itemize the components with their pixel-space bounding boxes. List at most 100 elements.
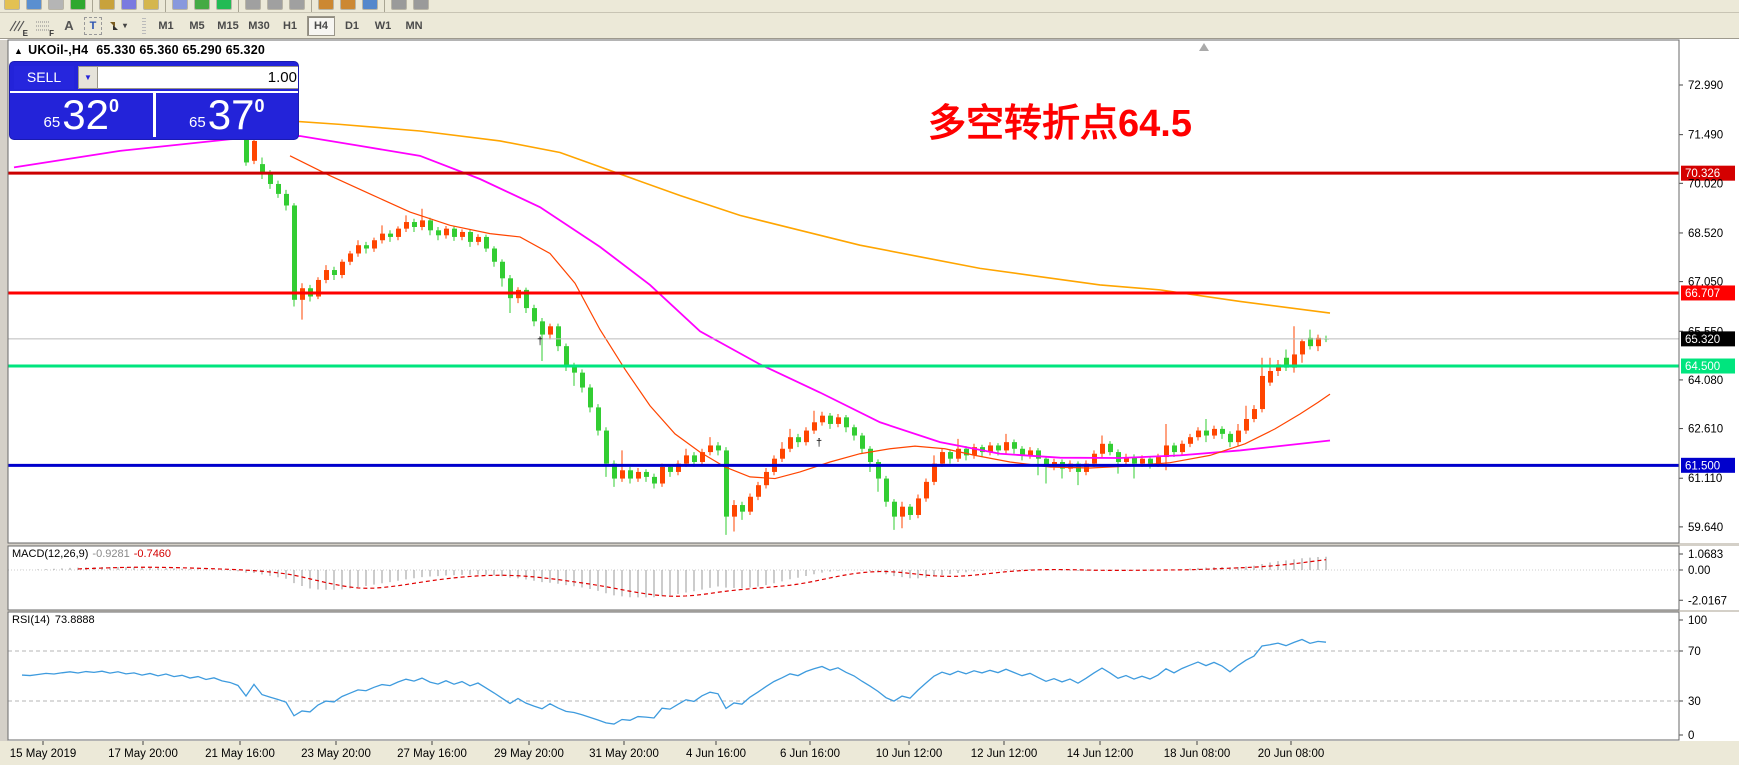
- volume-input[interactable]: [98, 65, 298, 89]
- time-tick-label: 21 May 16:00: [205, 748, 275, 760]
- timeframe-button-mn[interactable]: MN: [400, 16, 428, 36]
- chart-text-annotation: 多空转折点64.5: [928, 103, 1192, 145]
- candle-body: [652, 476, 657, 484]
- toolbar-icon-stub[interactable]: [4, 0, 20, 10]
- timeframe-button-d1[interactable]: D1: [338, 16, 366, 36]
- timeframe-button-h4[interactable]: H4: [307, 15, 335, 36]
- toolbar-icon-stub[interactable]: [99, 0, 115, 10]
- sell-button[interactable]: SELL: [14, 65, 74, 89]
- toolbar-icon-stub[interactable]: [70, 0, 86, 10]
- toolbar-icon-stub[interactable]: [121, 0, 137, 10]
- candle-body: [260, 164, 265, 175]
- candle-body: [732, 505, 737, 517]
- collapse-arrow-icon[interactable]: ▲: [14, 46, 24, 56]
- candle-body: [484, 236, 489, 249]
- candle-body: [1004, 442, 1009, 451]
- toolbar-icon-stub[interactable]: [143, 0, 159, 10]
- arrows-tool-caret-icon[interactable]: ▾: [122, 21, 127, 30]
- price-tag: [1681, 165, 1735, 181]
- candle-body: [812, 422, 817, 431]
- candle-body: [500, 261, 505, 279]
- timeframe-button-m15[interactable]: M15: [214, 16, 242, 36]
- sell-price-button[interactable]: 65 32 0: [10, 93, 156, 137]
- rsi-value: 73.8888: [54, 614, 95, 626]
- buy-price-button[interactable]: 65 37 0: [156, 93, 299, 137]
- candle-body: [692, 455, 697, 463]
- rsi-tick-label: 0: [1688, 730, 1694, 742]
- toolbar-icon-stub[interactable]: [340, 0, 356, 10]
- grid-fibo-tool-icon[interactable]: F: [32, 16, 54, 38]
- candle-body: [852, 427, 857, 436]
- macd-value-1: -0.9281: [92, 548, 130, 560]
- candle-body: [1140, 458, 1145, 464]
- toolbar-icon-stub[interactable]: [391, 0, 407, 10]
- text-label-tool-icon[interactable]: T: [84, 16, 102, 35]
- arrows-tool-icon[interactable]: ▾: [106, 16, 128, 36]
- candle-body: [828, 415, 833, 424]
- time-tick-label: 15 May 2019: [10, 748, 77, 760]
- candle-body: [412, 222, 417, 227]
- toolbar-icon-stub[interactable]: [289, 0, 305, 10]
- toolbar-icon-stub[interactable]: [413, 0, 429, 10]
- candle-body: [436, 230, 441, 236]
- toolbar-icon-stub[interactable]: [267, 0, 283, 10]
- time-axis-strip[interactable]: [0, 741, 1739, 765]
- timeframe-button-h1[interactable]: H1: [276, 16, 304, 36]
- candle-body: [1196, 430, 1201, 438]
- candle-body: [428, 220, 433, 231]
- candle-body: [252, 140, 257, 161]
- price-tag: [1681, 358, 1735, 374]
- candle-body: [1116, 452, 1121, 463]
- time-tick-label: 4 Jun 16:00: [686, 748, 746, 760]
- toolbar-icon-stub[interactable]: [245, 0, 261, 10]
- candle-body: [540, 321, 545, 335]
- toolbar-separator: [311, 0, 312, 12]
- volume-decrease-button[interactable]: ▼: [78, 65, 98, 89]
- timeframe-button-m5[interactable]: M5: [183, 16, 211, 36]
- toolbar-icon-stub[interactable]: [48, 0, 64, 10]
- toolbar-icon-stub[interactable]: [318, 0, 334, 10]
- candle-body: [1300, 341, 1305, 355]
- time-tick-label: 10 Jun 12:00: [876, 748, 943, 760]
- candle-body: [1188, 437, 1193, 444]
- toolbar-icon-stub[interactable]: [194, 0, 210, 10]
- candle-body: [556, 326, 561, 347]
- timeframe-button-w1[interactable]: W1: [369, 16, 397, 36]
- candle-body: [620, 470, 625, 479]
- candle-body: [1028, 450, 1033, 456]
- candle-body: [932, 463, 937, 482]
- candle-body: [1132, 457, 1137, 464]
- chart-background: [0, 40, 1739, 765]
- candle-body: [740, 505, 745, 512]
- panel-splitter[interactable]: [0, 610, 1739, 612]
- candle-body: [1236, 430, 1241, 443]
- text-tool-icon[interactable]: A: [64, 18, 74, 33]
- candle-body: [1164, 445, 1169, 458]
- candle-body: [1148, 458, 1153, 464]
- candle-body: [284, 193, 289, 206]
- candle-body: [596, 407, 601, 431]
- crosshair-style-tool-icon[interactable]: E: [6, 16, 28, 38]
- candle-body: [1156, 457, 1161, 464]
- timeframe-button-m1[interactable]: M1: [152, 16, 180, 36]
- candle-body: [700, 452, 705, 463]
- panel-border: [7, 39, 1680, 544]
- toolbar-grip[interactable]: [142, 17, 146, 34]
- candle-body: [964, 448, 969, 456]
- candle-body: [1180, 443, 1185, 453]
- candle-body: [1124, 457, 1129, 463]
- toolbar-icon-stub[interactable]: [26, 0, 42, 10]
- toolbar-icon-stub[interactable]: [362, 0, 378, 10]
- toolbar-separator: [384, 0, 385, 12]
- panel-splitter[interactable]: [0, 543, 1739, 546]
- candle-body: [940, 452, 945, 464]
- timeframe-button-m30[interactable]: M30: [245, 16, 273, 36]
- scroll-marker-icon[interactable]: [1199, 43, 1209, 51]
- macd-value-2: -0.7460: [133, 548, 172, 560]
- toolbar-icon-stub[interactable]: [216, 0, 232, 10]
- toolbar-icon-stub[interactable]: [172, 0, 188, 10]
- price-tag: [1681, 331, 1735, 347]
- price-tick-label: 72.990: [1688, 80, 1723, 92]
